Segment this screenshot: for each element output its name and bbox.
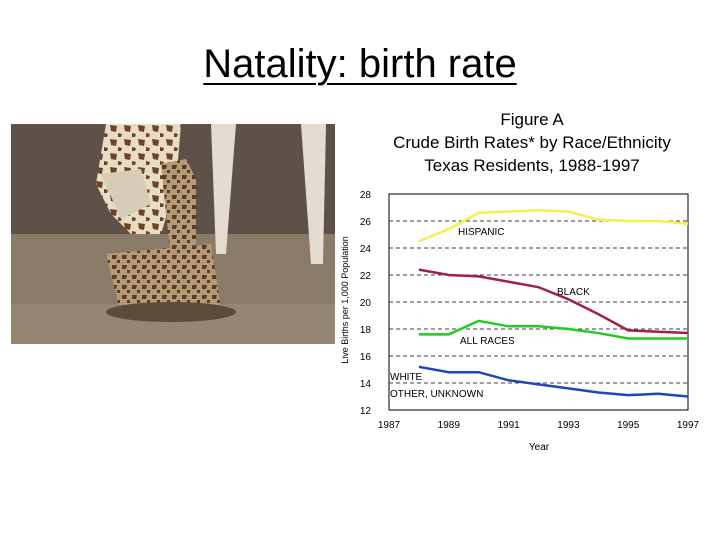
chart-subtitle-2: Texas Residents, 1988-1997 — [424, 156, 640, 175]
giraffe-photo — [11, 124, 335, 344]
series-lines — [418, 208, 689, 398]
x-tick-label: 1987 — [378, 420, 401, 431]
chart-grid — [389, 220, 688, 384]
chart-title-block: Figure A Crude Birth Rates* by Race/Ethn… — [352, 108, 712, 177]
series-line-white-other-unknown — [418, 365, 689, 398]
x-tick-label: 1997 — [677, 420, 700, 431]
label-hispanic: HISPANIC — [458, 227, 505, 238]
y-tick-label: 18 — [360, 325, 372, 336]
plot-frame — [388, 193, 689, 411]
label-all-races: ALL RACES — [460, 336, 515, 347]
x-tick-label: 1991 — [497, 420, 520, 431]
label-black: BLACK — [557, 287, 590, 298]
series-line-black — [418, 268, 689, 335]
y-tick-label: 14 — [360, 379, 372, 390]
y-tick-label: 24 — [360, 244, 372, 255]
y-tick-label: 28 — [360, 190, 372, 201]
x-tick-labels: 1987 1989 1991 1993 1995 1997 — [378, 420, 700, 431]
y-tick-label: 26 — [360, 217, 372, 228]
y-tick-label: 20 — [360, 298, 372, 309]
x-tick-label: 1989 — [438, 420, 461, 431]
label-white: WHITE — [390, 372, 423, 383]
x-tick-label: 1993 — [557, 420, 580, 431]
y-tick-labels: 12 14 16 18 20 22 24 26 28 — [360, 190, 372, 417]
chart-title: Figure A — [500, 110, 564, 129]
y-axis-label: Live Births per 1,000 Population — [340, 236, 350, 364]
x-axis-label: Year — [529, 442, 550, 453]
chart-subtitle: Crude Birth Rates* by Race/Ethnicity — [393, 133, 671, 152]
y-tick-label: 16 — [360, 352, 372, 363]
series-line-hispanic — [418, 208, 689, 243]
label-other-unknown: OTHER, UNKNOWN — [390, 389, 483, 400]
series-line-all-races — [418, 319, 688, 340]
y-tick-label: 12 — [360, 406, 372, 417]
slide-title: Natality: birth rate — [203, 42, 517, 86]
y-tick-label: 22 — [360, 271, 372, 282]
x-tick-label: 1995 — [617, 420, 640, 431]
